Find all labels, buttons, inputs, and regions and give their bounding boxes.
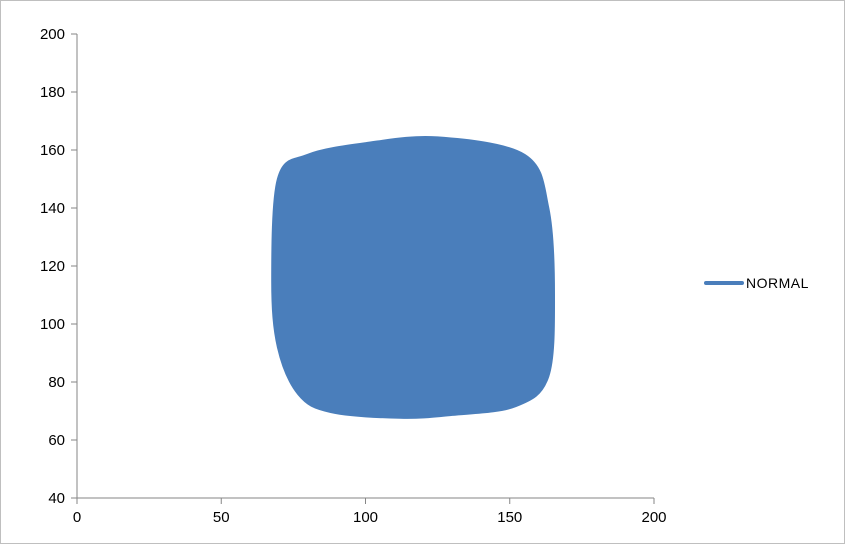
legend: NORMAL: [704, 275, 809, 291]
y-tick-label: 100: [40, 316, 65, 333]
y-tick-label: 180: [40, 84, 65, 101]
y-tick-label: 40: [48, 490, 65, 507]
y-tick-label: 120: [40, 258, 65, 275]
y-tick-label: 160: [40, 142, 65, 159]
x-tick-label: 150: [497, 509, 522, 526]
x-tick-label: 200: [641, 509, 666, 526]
x-tick-label: 0: [73, 509, 81, 526]
x-tick-label: 100: [353, 509, 378, 526]
legend-label-normal: NORMAL: [746, 275, 809, 291]
x-tick-label: 50: [213, 509, 230, 526]
series-normal-shape: [271, 136, 556, 419]
y-tick-label: 140: [40, 200, 65, 217]
legend-swatch-normal: [704, 281, 744, 285]
y-tick-label: 60: [48, 432, 65, 449]
y-tick-label: 80: [48, 374, 65, 391]
y-tick-label: 200: [40, 26, 65, 43]
